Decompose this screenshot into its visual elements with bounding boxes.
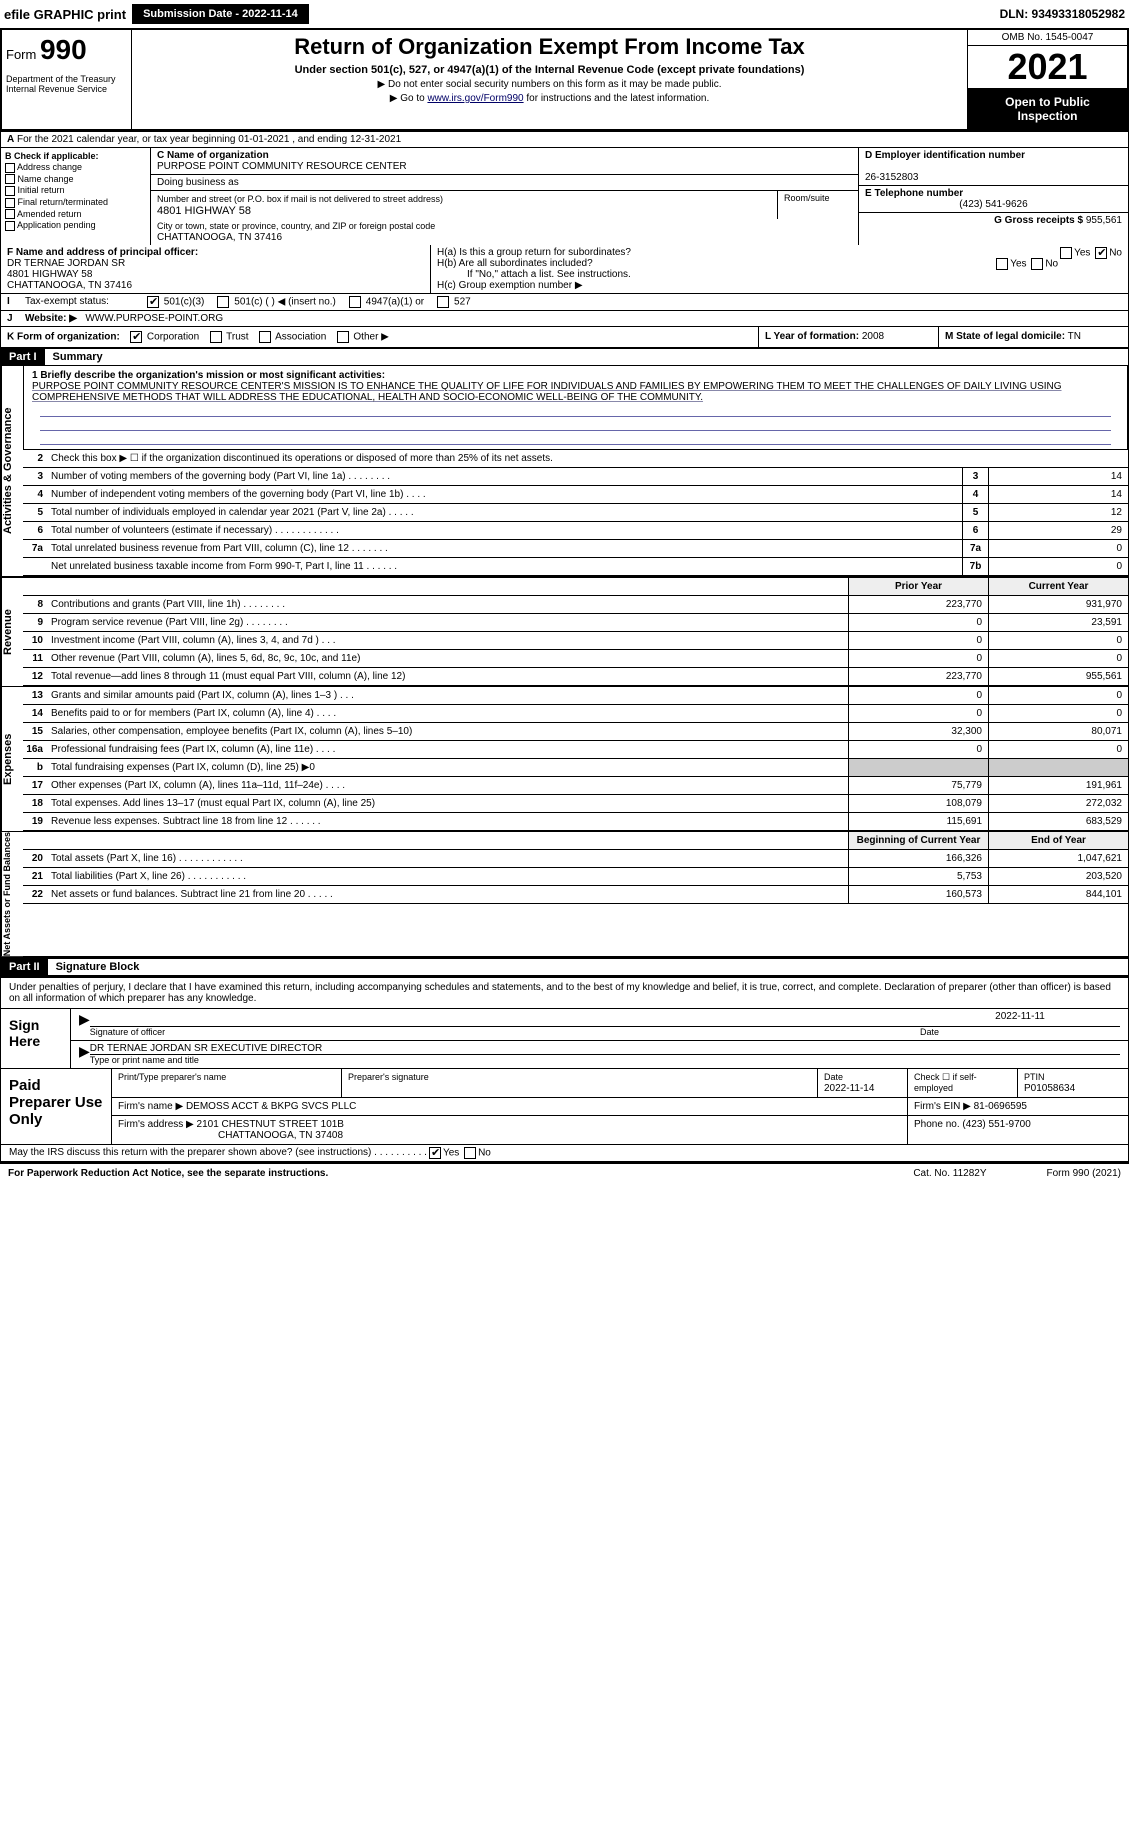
col-f: F Name and address of principal officer:…: [1, 245, 431, 293]
dln-label: DLN: 93493318052982: [1000, 7, 1125, 21]
table-row: 12Total revenue—add lines 8 through 11 (…: [23, 668, 1128, 686]
net-col-headers: Beginning of Current YearEnd of Year: [23, 832, 1128, 850]
page-footer: For Paperwork Reduction Act Notice, see …: [0, 1163, 1129, 1183]
row-j: J Website: ▶ WWW.PURPOSE-POINT.ORG: [0, 311, 1129, 327]
penalty-text: Under penalties of perjury, I declare th…: [1, 978, 1128, 1009]
phone: (423) 541-9626: [865, 199, 1122, 210]
sidebar-expenses: Expenses: [1, 687, 23, 831]
col-c: C Name of organizationPURPOSE POINT COMM…: [151, 148, 858, 245]
form-header: Form 990 Department of the Treasury Inte…: [0, 28, 1129, 132]
sign-here-label: Sign Here: [1, 1009, 71, 1068]
row-i: I Tax-exempt status: 501(c)(3) 501(c) ( …: [0, 294, 1129, 311]
submission-date-button[interactable]: Submission Date - 2022-11-14: [132, 4, 309, 24]
sidebar-netassets: Net Assets or Fund Balances: [1, 832, 23, 956]
sidebar-revenue: Revenue: [1, 578, 23, 686]
netassets-section: Net Assets or Fund Balances Beginning of…: [0, 831, 1129, 957]
street: 4801 HIGHWAY 58: [157, 205, 251, 217]
open-public: Open to Public Inspection: [968, 89, 1127, 129]
col-gh: H(a) Is this a group return for subordin…: [431, 245, 1128, 293]
col-d: D Employer identification number26-31528…: [858, 148, 1128, 245]
row-k: K Form of organization: Corporation Trus…: [0, 327, 1129, 349]
city: CHATTANOOGA, TN 37416: [157, 232, 282, 243]
org-name: PURPOSE POINT COMMUNITY RESOURCE CENTER: [157, 161, 407, 172]
expenses-section: Expenses 13Grants and similar amounts pa…: [0, 686, 1129, 831]
col-b: B Check if applicable: Address change Na…: [1, 148, 151, 245]
website: WWW.PURPOSE-POINT.ORG: [85, 313, 223, 324]
table-row: 13Grants and similar amounts paid (Part …: [23, 687, 1128, 705]
sidebar-governance: Activities & Governance: [1, 366, 23, 576]
row-a: A For the 2021 calendar year, or tax yea…: [0, 132, 1129, 148]
table-row: 16aProfessional fundraising fees (Part I…: [23, 741, 1128, 759]
efile-label: efile GRAPHIC print: [4, 7, 126, 22]
table-row: 6Total number of volunteers (estimate if…: [23, 522, 1128, 540]
revenue-section: Revenue Prior YearCurrent Year 8Contribu…: [0, 576, 1129, 686]
ssn-note: ▶ Do not enter social security numbers o…: [136, 79, 963, 90]
table-row: 17Other expenses (Part IX, column (A), l…: [23, 777, 1128, 795]
table-row: 10Investment income (Part VIII, column (…: [23, 632, 1128, 650]
signature-block: Under penalties of perjury, I declare th…: [0, 976, 1129, 1163]
form-title: Return of Organization Exempt From Incom…: [136, 34, 963, 60]
table-row: 20Total assets (Part X, line 16) . . . .…: [23, 850, 1128, 868]
table-row: 15Salaries, other compensation, employee…: [23, 723, 1128, 741]
irs-link[interactable]: www.irs.gov/Form990: [427, 93, 523, 104]
table-row: 21Total liabilities (Part X, line 26) . …: [23, 868, 1128, 886]
part1-header: Part I Summary: [0, 349, 1129, 366]
table-row: 9Program service revenue (Part VIII, lin…: [23, 614, 1128, 632]
table-row: 22Net assets or fund balances. Subtract …: [23, 886, 1128, 904]
top-bar: efile GRAPHIC print Submission Date - 20…: [0, 0, 1129, 28]
part2-header: Part II Signature Block: [0, 957, 1129, 976]
gross-receipts: 955,561: [1086, 215, 1122, 226]
table-row: 5Total number of individuals employed in…: [23, 504, 1128, 522]
ein: 26-3152803: [865, 172, 918, 183]
tax-year: 2021: [968, 46, 1127, 89]
omb-number: OMB No. 1545-0047: [968, 30, 1127, 46]
mission-text: PURPOSE POINT COMMUNITY RESOURCE CENTER'…: [32, 381, 1062, 403]
form-subtitle: Under section 501(c), 527, or 4947(a)(1)…: [136, 64, 963, 76]
table-row: 14Benefits paid to or for members (Part …: [23, 705, 1128, 723]
table-row: 3Number of voting members of the governi…: [23, 468, 1128, 486]
link-note: ▶ Go to www.irs.gov/Form990 for instruct…: [136, 93, 963, 104]
table-row: 4Number of independent voting members of…: [23, 486, 1128, 504]
line-2: 2Check this box ▶ ☐ if the organization …: [23, 450, 1128, 468]
table-row: 8Contributions and grants (Part VIII, li…: [23, 596, 1128, 614]
dept-label: Department of the Treasury Internal Reve…: [6, 74, 127, 94]
governance-section: Activities & Governance 1 Briefly descri…: [0, 366, 1129, 576]
row-fgh: F Name and address of principal officer:…: [0, 245, 1129, 294]
table-row: Net unrelated business taxable income fr…: [23, 558, 1128, 576]
table-row: bTotal fundraising expenses (Part IX, co…: [23, 759, 1128, 777]
paid-preparer: Paid Preparer Use Only Print/Type prepar…: [1, 1068, 1128, 1144]
table-row: 19Revenue less expenses. Subtract line 1…: [23, 813, 1128, 831]
col-headers: Prior YearCurrent Year: [23, 578, 1128, 596]
table-row: 18Total expenses. Add lines 13–17 (must …: [23, 795, 1128, 813]
mission-block: 1 Briefly describe the organization's mi…: [23, 366, 1128, 450]
section-bcd: B Check if applicable: Address change Na…: [0, 148, 1129, 245]
table-row: 11Other revenue (Part VIII, column (A), …: [23, 650, 1128, 668]
table-row: 7aTotal unrelated business revenue from …: [23, 540, 1128, 558]
form-number: Form 990: [6, 34, 127, 66]
